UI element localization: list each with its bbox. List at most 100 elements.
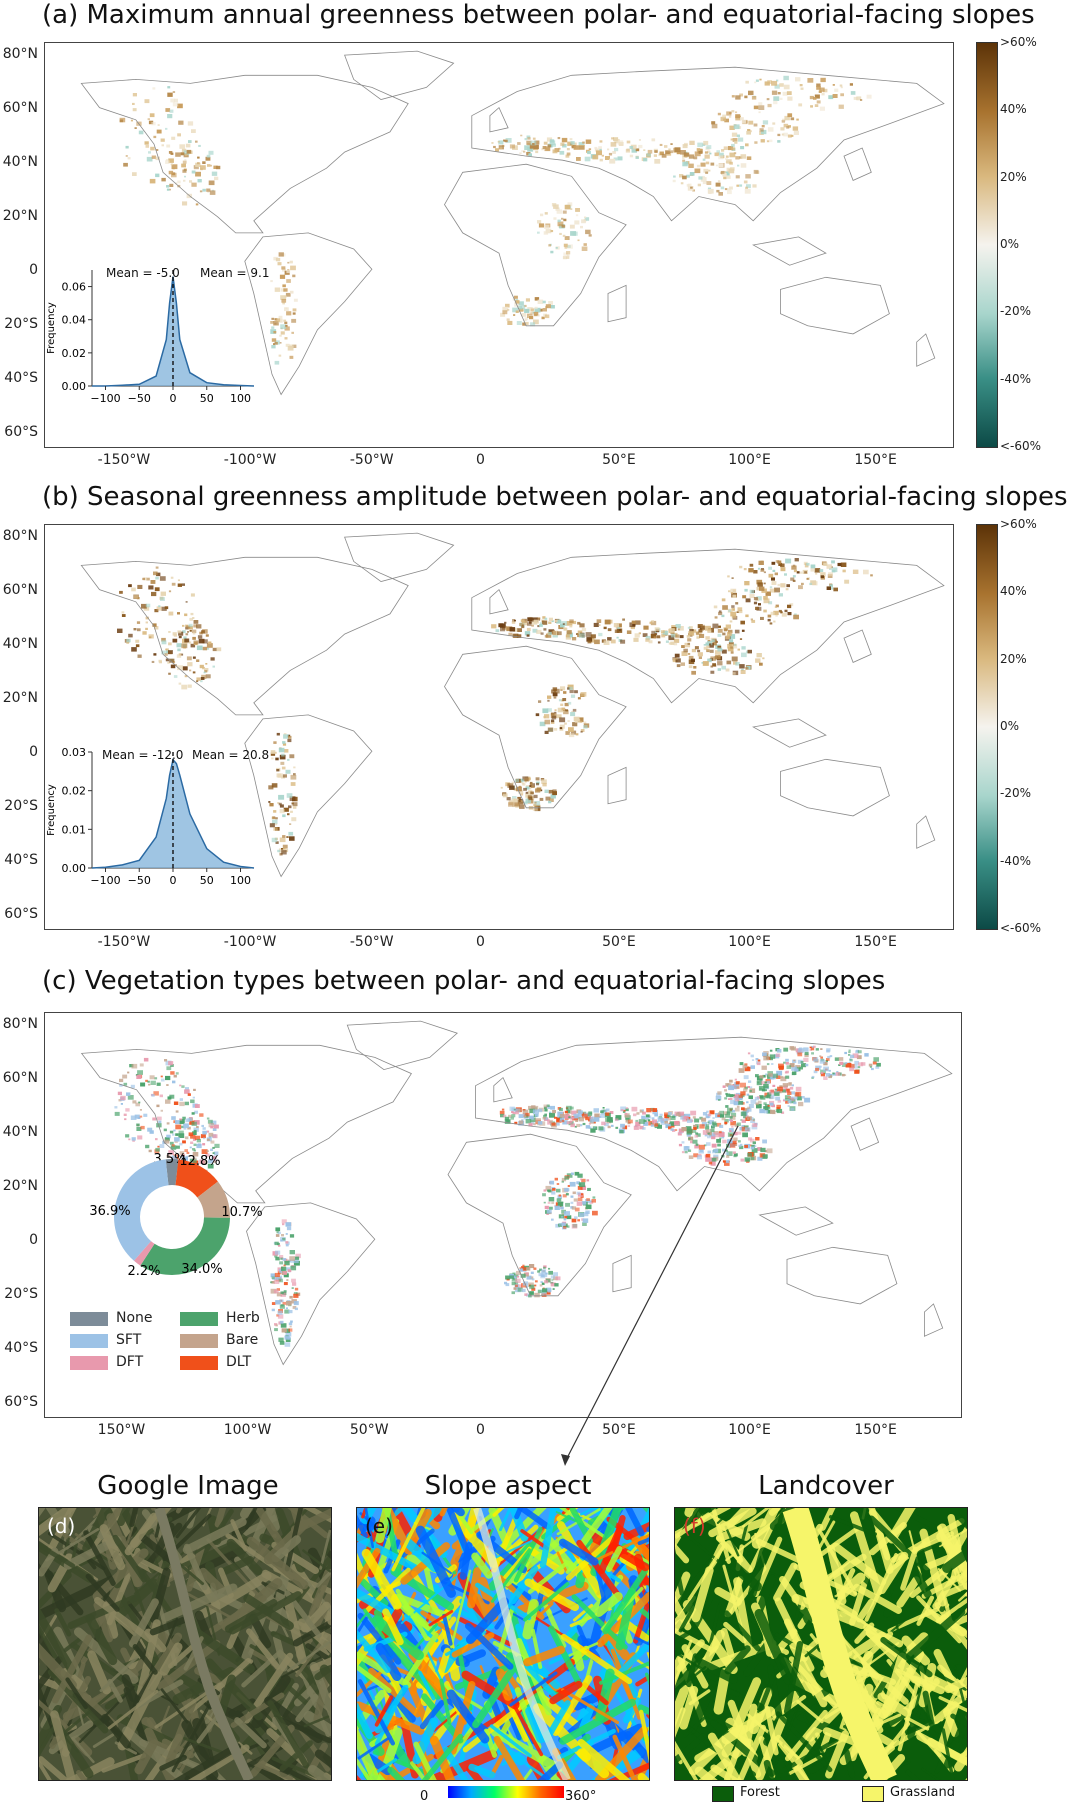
map-pixel <box>173 675 178 678</box>
map-pixel <box>755 606 759 610</box>
map-pixel <box>151 155 156 159</box>
map-pixel <box>741 652 747 658</box>
map-pixel <box>179 1084 182 1087</box>
map-pixel <box>665 150 670 155</box>
map-pixel <box>287 735 292 739</box>
map-pixel <box>121 614 126 617</box>
map-pixel <box>190 1141 194 1144</box>
map-pixel <box>751 1144 755 1148</box>
raster-stroke <box>675 1512 711 1541</box>
map-pixel <box>144 141 149 145</box>
raster-stroke <box>675 1558 714 1614</box>
map-pixel <box>214 1124 219 1129</box>
map-pixel <box>565 237 569 240</box>
map-pixel <box>178 1133 185 1138</box>
map-pixel <box>160 597 165 601</box>
map-pixel <box>577 630 583 635</box>
donut-slice <box>114 1159 169 1261</box>
map-pixel <box>720 649 723 651</box>
map-pixel <box>281 298 287 303</box>
map-pixel <box>172 102 179 107</box>
map-pixel <box>529 1284 535 1289</box>
map-pixel <box>522 783 526 786</box>
map-pixel <box>733 1137 738 1141</box>
map-pixel <box>711 121 716 125</box>
raster-stroke <box>357 1679 395 1746</box>
map-pixel <box>756 596 762 601</box>
colorbar-b <box>976 524 998 930</box>
raster-stroke <box>720 1627 735 1658</box>
raster-stroke <box>523 1581 570 1622</box>
map-pixel <box>497 141 500 143</box>
map-pixel <box>779 83 784 87</box>
raster-stroke <box>938 1695 967 1713</box>
map-pixel <box>527 622 532 626</box>
map-pixel <box>177 612 180 615</box>
coastline <box>780 758 890 817</box>
map-pixel <box>554 1177 558 1181</box>
lat-tick: 0 <box>29 261 38 278</box>
map-pixel <box>534 801 537 804</box>
map-pixel <box>491 142 494 144</box>
map-pixel <box>704 154 710 159</box>
map-pixel <box>599 158 603 162</box>
raster-stroke <box>159 1754 187 1771</box>
map-pixel <box>585 1204 592 1210</box>
map-pixel <box>795 1086 802 1092</box>
map-pixel <box>558 699 562 702</box>
map-pixel <box>698 656 702 659</box>
map-pixel <box>564 246 568 249</box>
map-pixel <box>812 1057 819 1062</box>
map-pixel <box>566 1105 572 1111</box>
map-pixel <box>570 1120 573 1123</box>
map-pixel <box>120 1103 123 1105</box>
map-pixel <box>557 1115 560 1118</box>
map-pixel <box>651 630 656 634</box>
map-pixel <box>166 1084 169 1086</box>
map-pixel <box>643 1119 647 1123</box>
panel-f-title: Landcover <box>758 1471 894 1501</box>
raster-stroke <box>421 1733 464 1780</box>
map-pixel <box>196 659 200 662</box>
map-pixel <box>654 1113 659 1117</box>
map-pixel <box>607 628 612 632</box>
map-pixel <box>709 649 714 653</box>
map-pixel <box>537 617 541 620</box>
map-pixel <box>168 151 173 154</box>
map-pixel <box>191 182 197 187</box>
map-pixel <box>730 651 734 654</box>
coastline <box>444 163 627 327</box>
map-pixel <box>186 149 192 154</box>
raster-stroke <box>284 1508 304 1572</box>
map-pixel <box>280 1323 287 1328</box>
map-pixel <box>168 170 174 175</box>
map-pixel <box>168 158 174 163</box>
map-pixel <box>543 1266 546 1269</box>
lon-tick: -100°W <box>223 934 277 950</box>
map-pixel <box>714 616 718 619</box>
map-pixel <box>779 97 783 100</box>
map-pixel <box>281 1328 287 1333</box>
map-pixel <box>727 190 732 195</box>
raster-stroke <box>675 1548 685 1596</box>
map-pixel <box>731 608 735 611</box>
map-pixel <box>533 1123 536 1126</box>
map-pixel <box>273 827 278 831</box>
map-pixel <box>721 649 727 654</box>
lon-tick: 0 <box>476 452 485 468</box>
raster-stroke <box>83 1530 116 1587</box>
map-pixel <box>289 344 294 349</box>
map-pixel <box>738 1144 742 1148</box>
map-pixel <box>181 643 188 649</box>
x-tick-label: 50 <box>200 874 214 887</box>
map-pixel <box>206 1150 209 1153</box>
map-pixel <box>582 1218 589 1223</box>
map-pixel <box>161 1078 165 1082</box>
raster-stroke <box>357 1516 376 1539</box>
map-pixel <box>761 1065 767 1070</box>
map-pixel <box>563 252 568 257</box>
map-pixel <box>517 1287 523 1292</box>
map-pixel <box>532 307 537 311</box>
map-pixel <box>192 671 196 674</box>
map-pixel <box>661 634 666 638</box>
